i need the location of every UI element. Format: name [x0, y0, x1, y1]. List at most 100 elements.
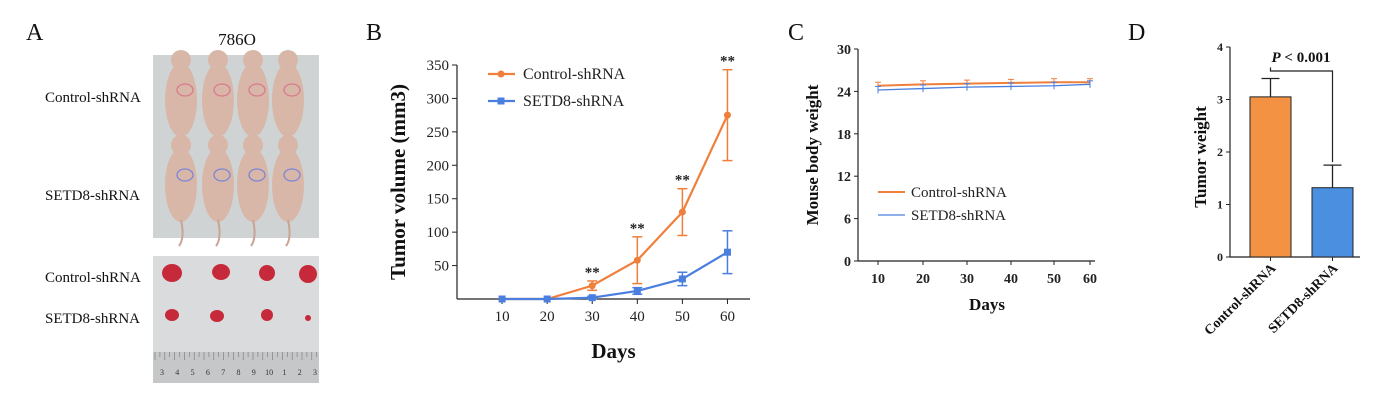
- data-point: [543, 295, 551, 303]
- cell-line-title: 786O: [218, 30, 256, 49]
- x-tick-label: 60: [720, 309, 735, 325]
- chart-b-tumor-volume: 50 100 150 200 250 300 350 10 20 30 40 50 60 Days Tumo…: [386, 54, 750, 363]
- tumor-row-label-setd8: SETD8-shRNA: [45, 311, 140, 327]
- tumor-marker-ring: [283, 168, 301, 182]
- ruler-number: 5: [191, 368, 195, 377]
- panel-label-c: C: [788, 20, 805, 46]
- ruler-number: 1: [282, 368, 286, 377]
- y-tick-label: 18: [837, 128, 851, 143]
- tumor-specimen: [212, 264, 230, 280]
- tumor-row-label-control: Control-shRNA: [45, 270, 141, 286]
- significance-marker: **: [630, 221, 645, 237]
- data-point: [498, 295, 506, 303]
- y-tick-label: 0: [844, 255, 851, 270]
- data-point: [723, 248, 731, 256]
- mouse-body: [165, 148, 197, 222]
- y-tick-label: 250: [427, 125, 450, 141]
- x-tick-label: 40: [1004, 272, 1018, 287]
- x-tick-label: 50: [1047, 272, 1061, 287]
- panel-label-a: A: [26, 20, 44, 46]
- significance-marker: **: [675, 173, 690, 189]
- x-tick-label: 30: [585, 309, 600, 325]
- chart-c-body-weight: 0 6 12 18 24 30 10 20 30 40 50 60 Days Mouse body wei…: [803, 43, 1097, 314]
- ruler-number: 9: [252, 368, 256, 377]
- y-axis-title: Tumor weight: [1191, 106, 1210, 208]
- tumor-marker-ring: [213, 83, 231, 97]
- series-line-0: [877, 81, 1090, 87]
- ruler-number: 3: [160, 368, 164, 377]
- x-axis-title: Days: [969, 295, 1005, 314]
- mouse-head: [243, 50, 263, 70]
- y-tick-label: 24: [837, 85, 851, 100]
- y-tick-label: 300: [427, 91, 450, 107]
- legend-label: Control-shRNA: [911, 185, 1007, 201]
- tumor-specimen: [305, 315, 311, 321]
- mouse-tail: [215, 219, 221, 247]
- mouse-body: [237, 148, 269, 222]
- tumor-specimen: [299, 265, 317, 283]
- data-point: [588, 294, 596, 302]
- panel-label-d: D: [1128, 20, 1146, 46]
- y-tick-label: 150: [427, 192, 450, 208]
- data-point: [633, 287, 641, 295]
- mouse-body: [272, 148, 304, 222]
- x-tick-label: 20: [540, 309, 555, 325]
- x-tick-label: 60: [1083, 272, 1097, 287]
- p-value-threshold: < 0.001: [1281, 50, 1331, 66]
- y-tick-label: 350: [427, 58, 450, 74]
- significance-bracket: [1269, 67, 1334, 163]
- tumor-specimen: [162, 264, 182, 282]
- mouse-tail: [285, 219, 291, 247]
- y-axis-title: Mouse body weight: [803, 84, 822, 225]
- y-tick-label: 0: [1217, 250, 1223, 264]
- y-tick-label: 12: [837, 170, 851, 185]
- mouse-head: [278, 50, 298, 70]
- legend-marker: [497, 70, 505, 78]
- data-point: [723, 111, 731, 119]
- x-tick-label: 10: [871, 272, 885, 287]
- tumor-photo-content: [162, 264, 317, 322]
- p-value-symbol: P: [1272, 50, 1282, 66]
- x-tick-label: 10: [495, 309, 510, 325]
- y-tick-label: 30: [837, 43, 851, 58]
- mouse-body: [272, 63, 304, 137]
- ruler-number: 4: [175, 368, 179, 377]
- panel-label-b: B: [366, 20, 383, 46]
- significance-marker: **: [585, 265, 600, 281]
- ruler: [153, 352, 319, 383]
- mice-row-label-setd8: SETD8-shRNA: [45, 188, 140, 204]
- mouse-head: [171, 50, 191, 70]
- y-tick-label: 200: [427, 158, 450, 174]
- significance-marker: **: [720, 54, 735, 70]
- tumor-marker-ring: [176, 83, 194, 97]
- mouse-tail: [178, 219, 184, 247]
- mouse-body: [202, 148, 234, 222]
- tumor-specimen: [210, 310, 224, 322]
- y-tick-label: 50: [434, 259, 449, 275]
- legend-label: SETD8-shRNA: [911, 208, 1006, 224]
- mouse-head: [278, 135, 298, 155]
- p-value-annotation: P < 0.001: [1272, 50, 1331, 66]
- legend-marker: [497, 97, 505, 105]
- y-tick-label: 3: [1217, 93, 1223, 107]
- tumor-marker-ring: [176, 168, 194, 182]
- tumor-marker-ring: [213, 168, 231, 182]
- ruler-number: 7: [221, 368, 225, 377]
- bar-0: [1249, 96, 1292, 258]
- tumor-marker-ring: [248, 168, 266, 182]
- x-tick-label: 50: [675, 309, 690, 325]
- series-line-1: [877, 83, 1091, 91]
- panel-a-photo-figure: 786O Control-shRNA SETD8-shRNA Control-s…: [45, 30, 319, 383]
- data-point: [633, 256, 641, 264]
- mouse-body: [165, 63, 197, 137]
- mouse-head: [208, 50, 228, 70]
- ruler-number: 10: [265, 368, 273, 377]
- mice-photo-content: [165, 50, 304, 247]
- mouse-head: [243, 135, 263, 155]
- y-tick-label: 1: [1217, 198, 1223, 212]
- x-axis-title: Days: [591, 339, 635, 363]
- mouse-tail: [250, 219, 256, 247]
- ruler-number: 6: [206, 368, 210, 377]
- ruler-number: 3: [313, 368, 317, 377]
